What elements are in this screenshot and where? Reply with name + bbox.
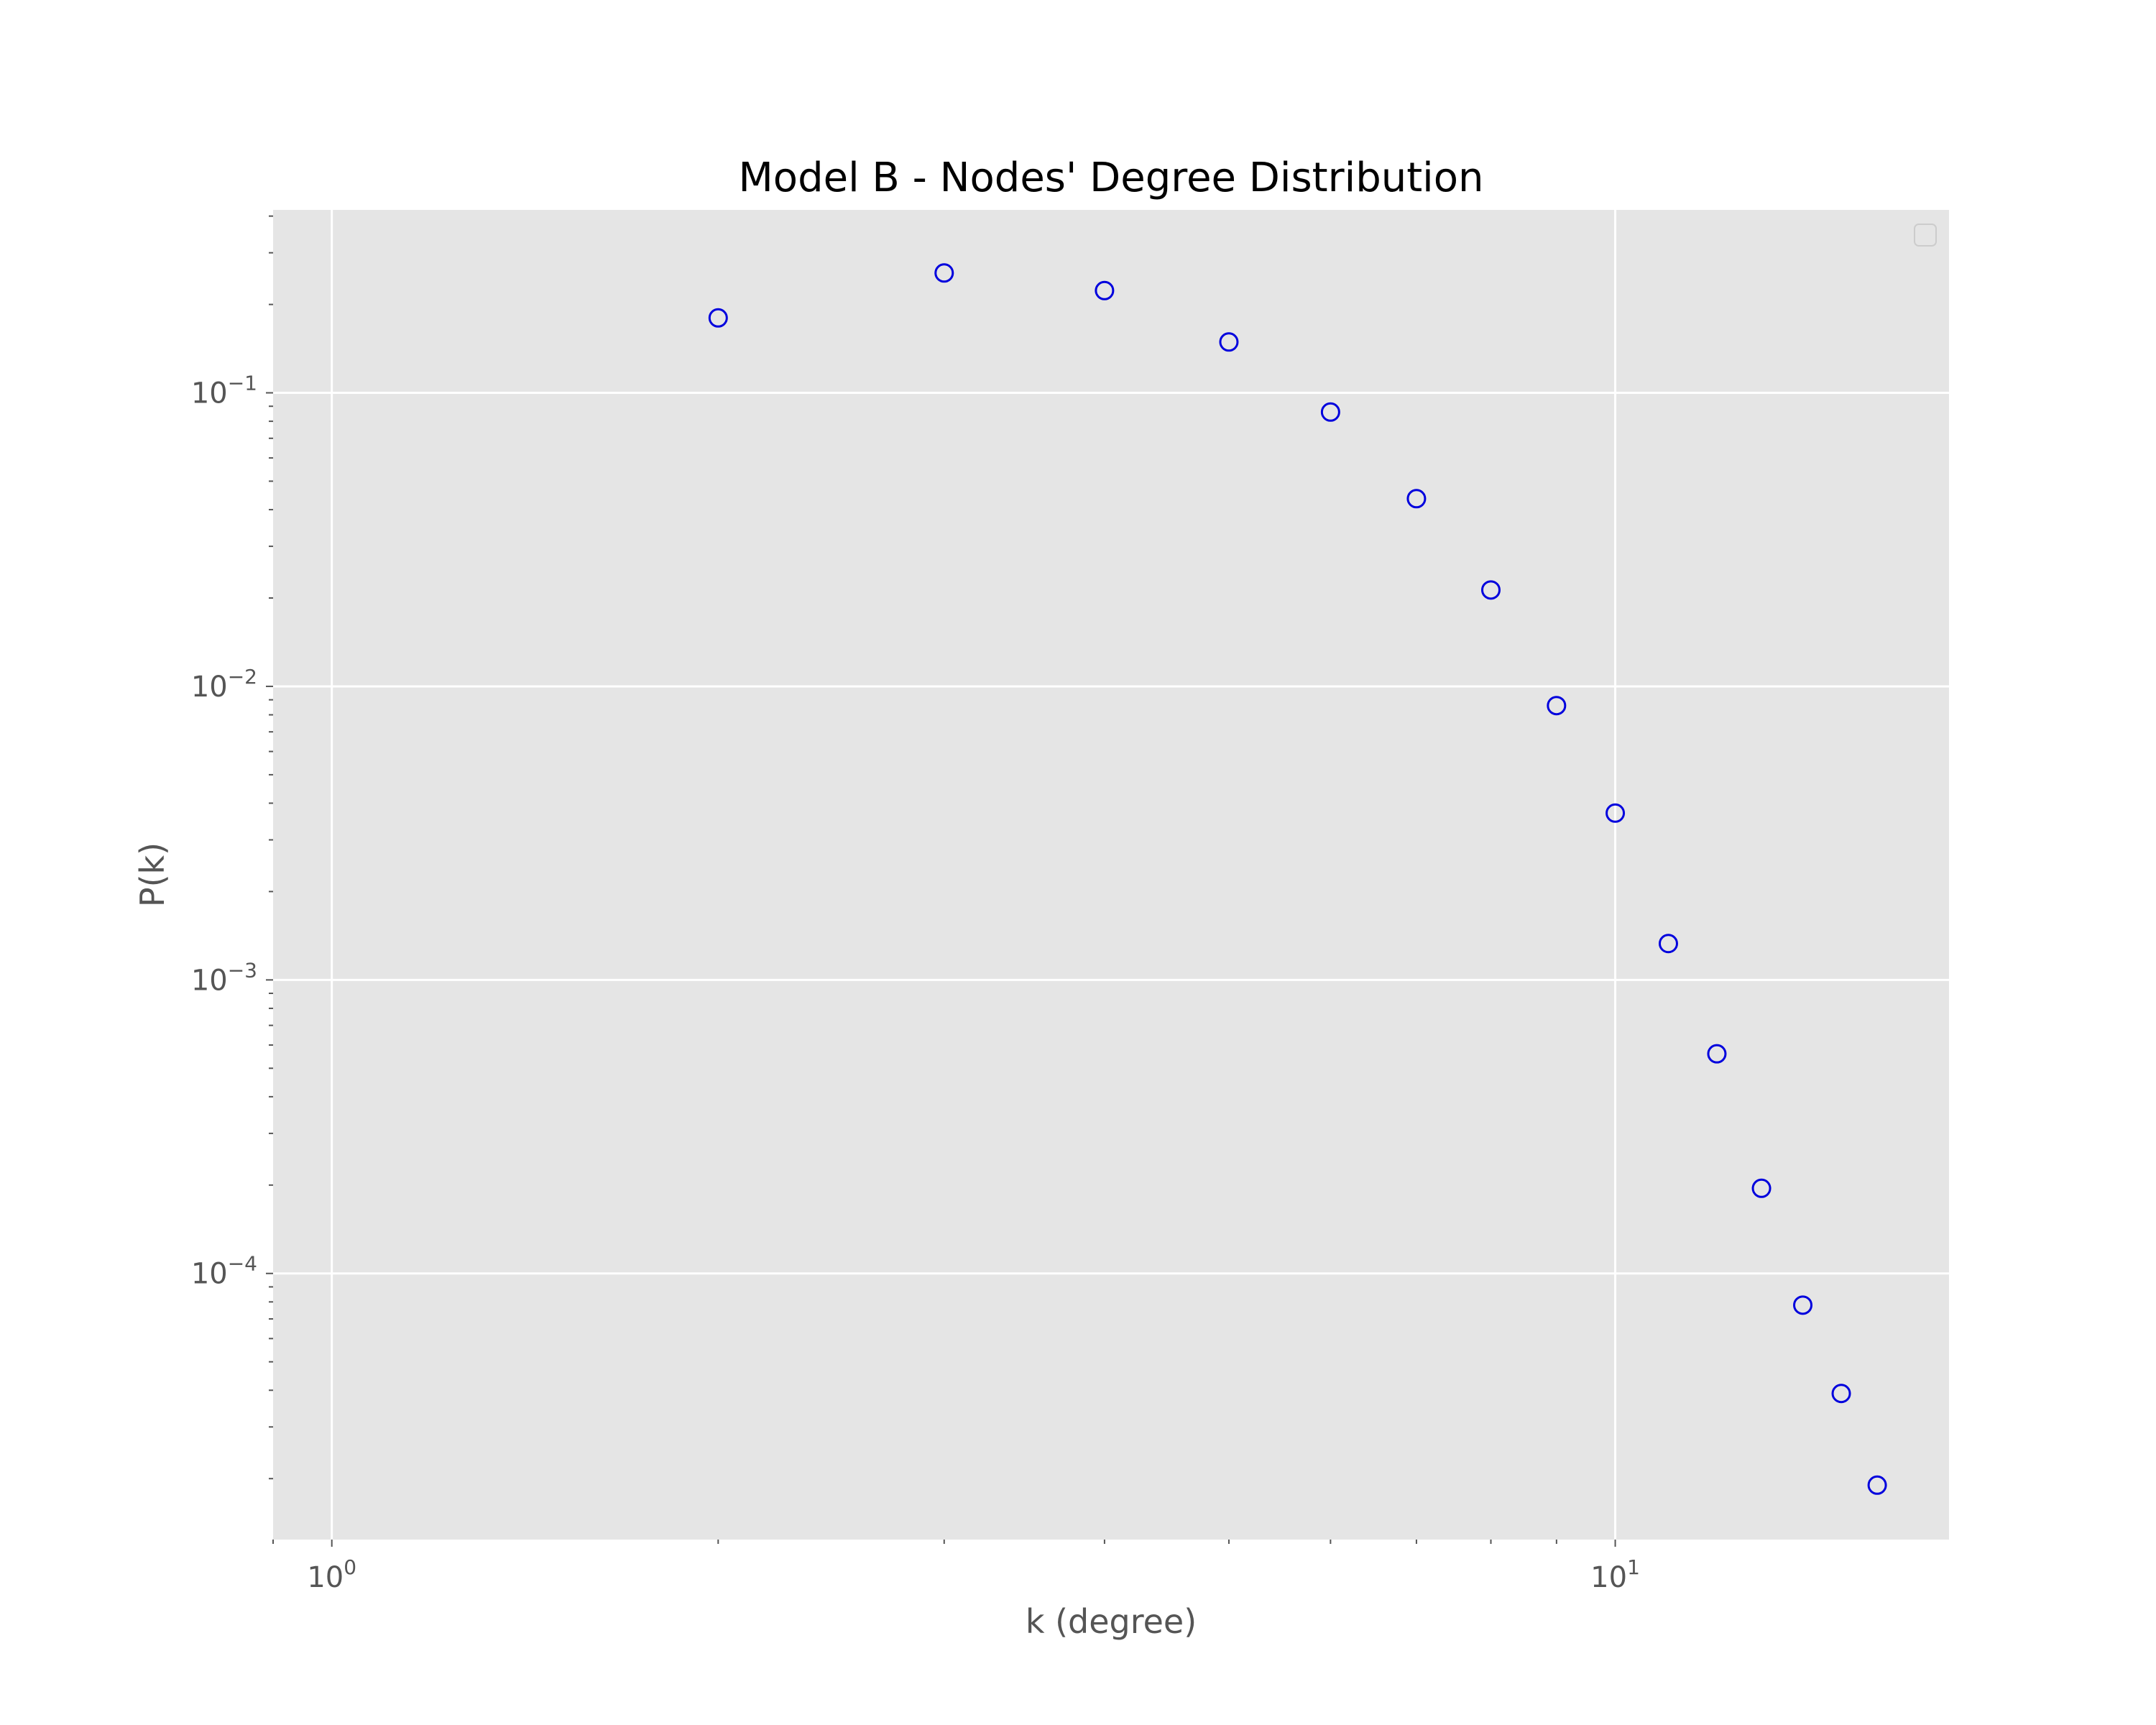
data-point — [1751, 1178, 1772, 1198]
data-point — [1480, 580, 1501, 600]
data-point — [708, 308, 728, 328]
y-tick-label: 10−4 — [191, 1252, 257, 1291]
y-axis-label: P(k) — [133, 842, 172, 907]
minor-ticks — [269, 215, 1557, 1544]
data-point — [1867, 1475, 1887, 1495]
data-point — [1606, 803, 1626, 823]
data-point — [1547, 696, 1567, 716]
y-axis-ticks: 10−1 10−2 10−3 10−4 — [191, 372, 273, 1291]
x-tick-label: 101 — [1590, 1555, 1640, 1594]
data-point — [1793, 1295, 1813, 1315]
plot-area — [273, 210, 1949, 1540]
grid-lines — [273, 210, 1949, 1540]
x-axis-label: k (degree) — [1026, 1602, 1197, 1641]
data-point — [934, 263, 954, 283]
data-point — [1658, 934, 1678, 954]
chart-title: Model B - Nodes' Degree Distribution — [738, 155, 1483, 201]
x-axis-ticks: 100 101 — [307, 1540, 1640, 1594]
y-tick-label: 10−3 — [191, 958, 257, 997]
x-tick-label: 100 — [307, 1555, 356, 1594]
data-point — [1831, 1384, 1851, 1404]
data-point — [1707, 1044, 1727, 1064]
y-tick-label: 10−1 — [191, 372, 257, 410]
data-point — [1320, 402, 1340, 422]
data-point — [1406, 489, 1427, 509]
data-point — [1095, 280, 1115, 300]
data-points — [708, 263, 1887, 1495]
y-tick-label: 10−2 — [191, 665, 257, 704]
data-point — [1219, 332, 1239, 352]
legend-box — [1914, 224, 1937, 247]
